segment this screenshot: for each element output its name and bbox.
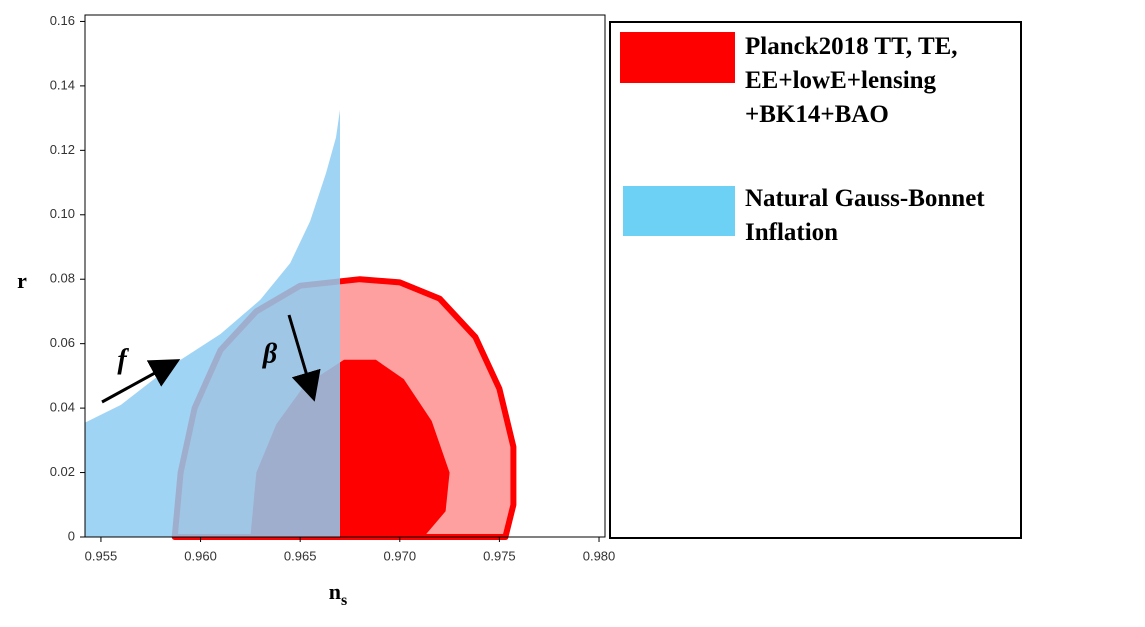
legend-swatch — [623, 186, 735, 236]
plot-frame — [84, 14, 606, 538]
y-tick-label: 0.14 — [50, 77, 75, 92]
y-tick-label: 0.04 — [50, 400, 75, 415]
x-axis-label-sub: s — [341, 592, 347, 609]
x-tick-label: 0.975 — [483, 548, 516, 563]
y-axis-label: r — [17, 268, 27, 293]
y-tick-label: 0.10 — [50, 206, 75, 221]
legend-label: Planck2018 TT, TE, EE+lowE+lensing +BK14… — [745, 33, 958, 128]
y-tick-label: 0.02 — [50, 464, 75, 479]
arrow — [287, 314, 321, 402]
legend-box — [609, 21, 1022, 539]
plot-area — [85, 109, 517, 540]
annotation: f — [117, 344, 129, 375]
x-tick-label: 0.980 — [583, 548, 616, 563]
y-tick-label: 0.12 — [50, 142, 75, 157]
contour-region — [85, 109, 340, 537]
annotation: β — [262, 338, 278, 369]
x-axis-label: ns — [329, 579, 347, 609]
x-tick-label: 0.955 — [85, 548, 118, 563]
x-axis-label-main: n — [329, 579, 341, 604]
x-tick-label: 0.970 — [384, 548, 417, 563]
x-tick-label: 0.965 — [284, 548, 317, 563]
x-tick-label: 0.960 — [184, 548, 217, 563]
legend-swatch — [620, 32, 735, 83]
y-tick-label: 0.16 — [50, 13, 75, 28]
y-tick-label: 0 — [68, 528, 75, 543]
y-tick-label: 0.08 — [50, 271, 75, 286]
y-tick-label: 0.06 — [50, 335, 75, 350]
legend-label: Natural Gauss-Bonnet Inflation — [745, 185, 985, 246]
arrow — [101, 359, 181, 404]
